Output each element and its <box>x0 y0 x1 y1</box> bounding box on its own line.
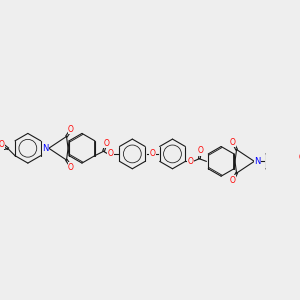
Text: O: O <box>68 125 74 134</box>
Text: O: O <box>103 139 109 148</box>
Text: O: O <box>149 149 155 158</box>
Text: O: O <box>299 153 300 162</box>
Text: O: O <box>198 146 204 155</box>
Text: O: O <box>0 140 5 149</box>
Text: O: O <box>68 163 74 172</box>
Text: O: O <box>188 157 194 166</box>
Text: O: O <box>229 138 235 147</box>
Text: N: N <box>255 157 261 166</box>
Text: O: O <box>108 149 113 158</box>
Text: O: O <box>229 176 235 184</box>
Text: N: N <box>42 144 49 153</box>
